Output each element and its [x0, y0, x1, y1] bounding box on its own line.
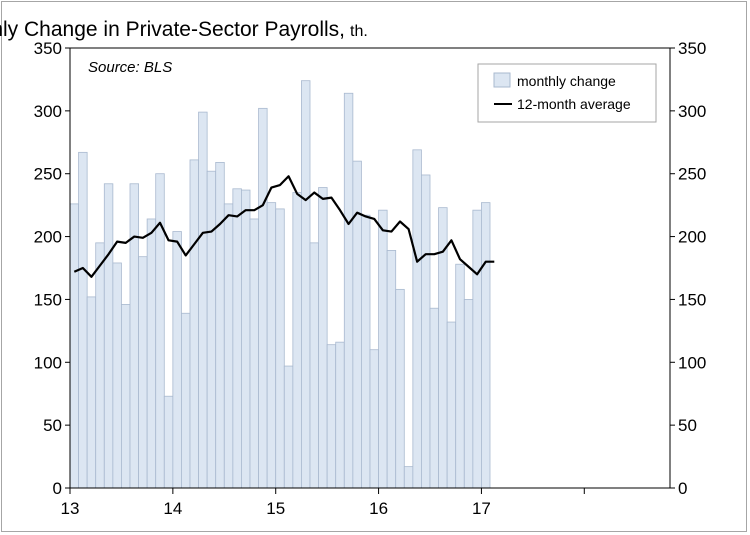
chart-title-unit: th.: [350, 23, 368, 40]
y-tick-label-left: 250: [34, 165, 62, 184]
bar-monthly-change: [301, 80, 311, 489]
bar-monthly-change: [241, 189, 251, 489]
bar-monthly-change: [103, 183, 114, 489]
y-tick-label-left: 150: [34, 290, 62, 309]
bar-monthly-change: [258, 107, 268, 489]
y-tick-label-right: 200: [678, 228, 706, 247]
x-tick-label: 14: [163, 499, 182, 518]
bar-monthly-change: [412, 149, 422, 489]
bar-monthly-change: [138, 256, 148, 489]
bar-monthly-change: [215, 161, 225, 489]
y-tick-label-left: 300: [34, 102, 62, 121]
y-tick-label-left: 0: [53, 479, 62, 498]
bar-monthly-change: [395, 288, 405, 489]
bar-monthly-change: [326, 344, 337, 489]
y-tick-label-right: 300: [678, 102, 706, 121]
bar-monthly-change: [463, 299, 474, 489]
bar-monthly-change: [266, 202, 277, 489]
bar-monthly-change: [429, 307, 439, 489]
y-tick-label-left: 350: [34, 39, 62, 58]
bar-monthly-change: [361, 214, 371, 489]
bar-monthly-change: [438, 207, 448, 489]
x-tick-label: 17: [472, 499, 491, 518]
y-tick-label-right: 250: [678, 165, 706, 184]
legend-bar-swatch: [493, 72, 511, 88]
legend: monthly change 12-month average: [477, 63, 657, 123]
bar-monthly-change: [69, 203, 79, 489]
y-tick-label-right: 350: [678, 39, 706, 58]
bar-monthly-change: [352, 160, 362, 489]
bar-monthly-change: [223, 203, 234, 489]
bar-monthly-change: [232, 188, 242, 489]
bar-monthly-change: [189, 159, 199, 489]
bar-monthly-change: [129, 183, 139, 489]
bar-monthly-change: [421, 174, 431, 489]
bar-monthly-change: [249, 218, 259, 489]
line-12-month-average: [73, 175, 495, 278]
bar-monthly-change: [163, 395, 174, 489]
bar-monthly-change: [369, 349, 379, 489]
x-tick-label: 15: [266, 499, 285, 518]
bar-monthly-change: [378, 209, 388, 489]
bar-monthly-change: [309, 242, 319, 489]
bar-monthly-change: [472, 209, 482, 489]
y-tick-label-right: 50: [678, 416, 697, 435]
y-tick-label-left: 50: [43, 416, 62, 435]
bar-monthly-change: [481, 202, 491, 489]
source-note: Source: BLS: [88, 59, 172, 76]
bar-monthly-change: [335, 341, 345, 489]
bar-monthly-change: [283, 365, 294, 489]
bar-monthly-change: [206, 170, 217, 489]
bar-monthly-change: [455, 263, 465, 489]
bar-monthly-change: [146, 218, 157, 489]
x-tick-label: 13: [61, 499, 80, 518]
x-tick-label: 16: [369, 499, 388, 518]
bar-monthly-change: [78, 151, 88, 489]
chart-title: Monthly Change in Private-Sector Payroll…: [0, 18, 345, 41]
bar-monthly-change: [155, 173, 165, 489]
plot-area: [69, 47, 671, 489]
bar-monthly-change: [386, 249, 397, 489]
bar-monthly-change: [318, 187, 328, 489]
y-tick-label-left: 100: [34, 353, 62, 372]
legend-bar-label: monthly change: [517, 73, 616, 89]
y-tick-label-right: 150: [678, 290, 706, 309]
bar-monthly-change: [275, 208, 285, 489]
y-tick-label-right: 0: [678, 479, 687, 498]
y-tick-label-right: 100: [678, 353, 706, 372]
bar-monthly-change: [446, 321, 457, 489]
bar-monthly-change: [172, 231, 182, 489]
legend-line-label: 12-month average: [517, 96, 631, 112]
bar-monthly-change: [121, 304, 131, 489]
bar-monthly-change: [86, 296, 97, 489]
bar-monthly-change: [292, 192, 302, 489]
y-tick-label-left: 200: [34, 228, 62, 247]
bar-monthly-change: [198, 111, 208, 489]
bar-monthly-change: [403, 466, 414, 489]
bar-monthly-change: [181, 312, 191, 489]
bar-monthly-change: [112, 262, 122, 489]
bar-monthly-change: [343, 92, 354, 489]
bar-monthly-change: [95, 242, 105, 489]
